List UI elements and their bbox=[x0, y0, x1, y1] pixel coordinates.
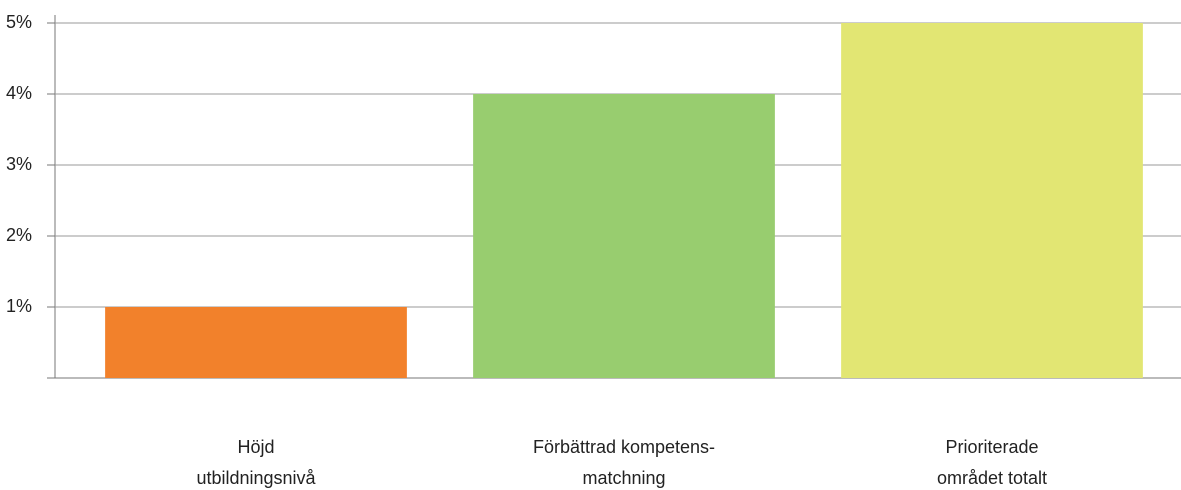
x-tick-label: Höjd utbildningsnivå bbox=[196, 437, 316, 488]
bar bbox=[473, 94, 775, 378]
bar bbox=[841, 23, 1143, 378]
y-tick-label: 4% bbox=[6, 83, 32, 103]
y-tick-label: 1% bbox=[6, 296, 32, 316]
y-tick-label: 2% bbox=[6, 225, 32, 245]
y-tick-label: 3% bbox=[6, 154, 32, 174]
bar bbox=[105, 307, 407, 378]
x-tick-label: Prioriterade området totalt bbox=[936, 437, 1048, 488]
x-tick-label: Förbättrad kompetens- matchning bbox=[532, 437, 716, 488]
y-tick-label: 5% bbox=[6, 12, 32, 32]
